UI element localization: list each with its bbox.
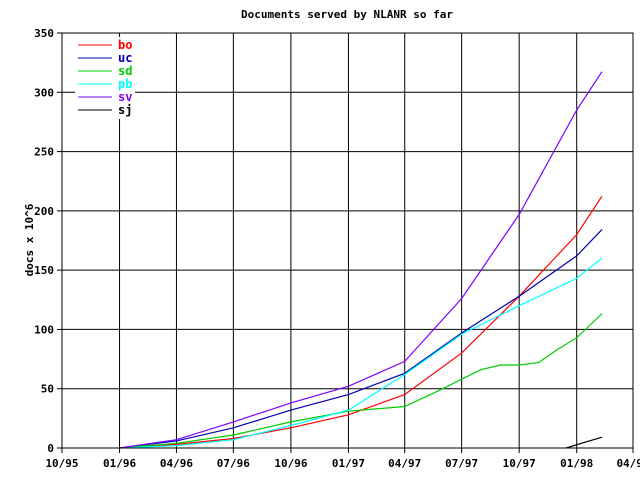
data-point-sv (601, 71, 603, 73)
legend-label-sv: sv (118, 90, 132, 104)
data-point-uc (347, 394, 350, 396)
grid (61, 32, 634, 449)
data-point-sv (347, 385, 350, 387)
data-point-bo (290, 427, 292, 429)
x-tick-label: 07/97 (445, 457, 478, 470)
y-tick-label: 350 (34, 27, 54, 40)
data-point-uc (175, 440, 178, 442)
x-tick-label: 04/96 (160, 457, 193, 470)
data-point-sd (518, 364, 520, 366)
series-line-bo (119, 196, 603, 449)
data-point-bo (404, 394, 406, 396)
y-tick-label: 0 (47, 442, 54, 455)
data-point-sd (499, 364, 502, 366)
data-point-sv (232, 421, 234, 423)
data-point-sv (461, 298, 463, 300)
data-point-sd (290, 421, 292, 423)
x-tick-label: 10/95 (45, 457, 78, 470)
data-point-bo (461, 352, 463, 354)
y-tick-label: 200 (34, 205, 54, 218)
chart-title: Documents served by NLANR so far (241, 8, 453, 21)
data-point-uc (461, 332, 463, 334)
data-point-bo (576, 233, 578, 236)
data-point-sv (404, 360, 406, 363)
y-axis-label: docs x 10^6 (23, 203, 36, 276)
series-layer (118, 71, 603, 449)
x-tick-label: 04/97 (388, 457, 421, 470)
data-point-sd (175, 442, 178, 444)
data-point-pb (518, 305, 520, 307)
data-point-pb (404, 373, 406, 376)
data-point-sv (290, 402, 292, 404)
data-point-sd (461, 378, 463, 380)
data-point-sd (556, 348, 558, 351)
data-point-sj (601, 436, 603, 438)
data-point-pb (461, 333, 463, 335)
x-tick-label: 01/97 (332, 457, 365, 470)
data-point-bo (175, 443, 178, 446)
y-tick-label: 150 (34, 264, 54, 277)
data-point-sd (404, 405, 406, 408)
x-ticks: 10/95 01/96 04/96 07/96 10/96 01/97 04/97 07/97… (45, 448, 640, 470)
data-point-sj (584, 441, 587, 443)
series-line-uc (119, 229, 603, 449)
y-tick-label: 250 (34, 146, 54, 159)
legend-background (75, 37, 135, 119)
legend-label-sj: sj (118, 103, 132, 117)
data-point-sd (232, 434, 234, 436)
y-tick-label: 100 (34, 323, 54, 336)
x-tick-label: 01/96 (103, 457, 136, 470)
y-tick-label: 50 (41, 383, 54, 396)
legend-label-bo: bo (118, 38, 132, 52)
data-point-sd (537, 362, 540, 364)
data-point-sd (601, 313, 603, 315)
legend-label-sd: sd (118, 64, 132, 78)
data-point-sv (518, 213, 520, 216)
x-tick-label: 04/98 (616, 457, 640, 470)
x-tick-label: 10/97 (503, 457, 536, 470)
plot-frame (61, 32, 634, 449)
data-point-bo (232, 437, 234, 440)
data-point-pb (175, 445, 178, 447)
legend-label-pb: pb (118, 77, 132, 91)
series-line-sj (565, 436, 602, 449)
data-point-sd (347, 410, 350, 412)
data-point-sd (480, 369, 482, 371)
y-ticks: 0 50 100 150 200 250 300 350 (34, 27, 62, 455)
data-point-pb (347, 409, 350, 411)
data-point-sv (175, 439, 178, 441)
data-point-bo (347, 414, 350, 416)
x-tick-label: 10/96 (274, 457, 307, 470)
data-point-uc (290, 409, 292, 411)
data-point-pb (576, 277, 578, 280)
data-point-pb (601, 257, 603, 259)
x-tick-label: 01/98 (560, 457, 593, 470)
data-point-pb (290, 424, 292, 427)
data-point-uc (601, 229, 603, 231)
data-point-sv (576, 109, 578, 111)
series-line-sv (119, 71, 603, 449)
data-point-pb (232, 439, 234, 441)
data-point-sd (576, 337, 578, 339)
data-point-uc (576, 255, 578, 257)
x-tick-label: 07/96 (217, 457, 250, 470)
data-point-uc (518, 295, 520, 297)
y-tick-label: 300 (34, 86, 54, 99)
data-point-sd (442, 388, 444, 390)
series-line-pb (119, 257, 603, 449)
data-point-bo (601, 196, 603, 198)
data-point-uc (232, 427, 234, 429)
legend-label-uc: uc (118, 51, 132, 65)
